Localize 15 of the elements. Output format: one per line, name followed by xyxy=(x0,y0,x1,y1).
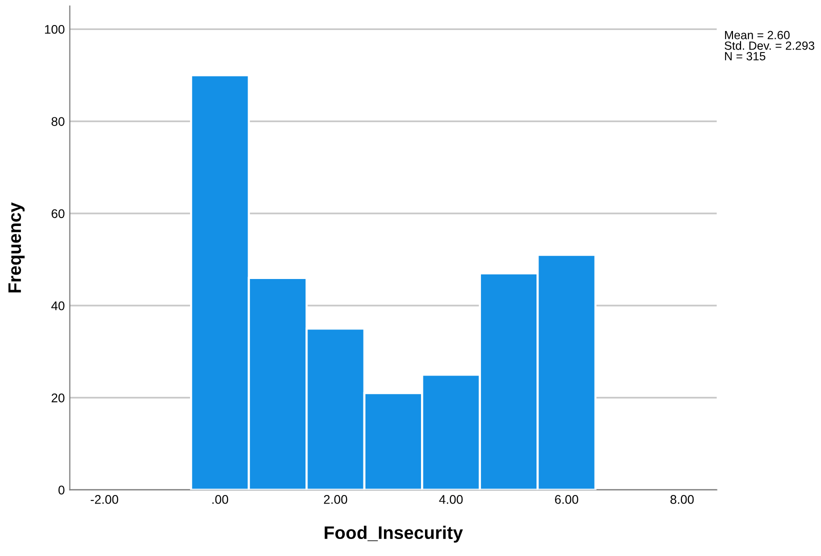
x-tick-label: 4.00 xyxy=(439,495,463,504)
x-tick-label: 8.00 xyxy=(670,495,694,504)
y-tick-label: 80 xyxy=(52,117,64,126)
x-tick-label: .00 xyxy=(212,495,228,504)
x-tick-label: -2.00 xyxy=(90,495,118,504)
y-tick-label: 0 xyxy=(58,486,64,494)
y-tick-label: 40 xyxy=(51,301,64,310)
y-axis-title: Frequency xyxy=(8,202,25,292)
y-tick-label: 60 xyxy=(52,209,64,218)
y-tick-label: 20 xyxy=(52,394,64,402)
text: Mean = 2.60 Std. Dev. = 2.293 N = 315 xyxy=(724,30,814,60)
y-tick-label: 100 xyxy=(45,24,64,34)
x-axis-title: Food_Insecurity xyxy=(324,526,463,543)
x-tick-label: 2.00 xyxy=(324,495,348,504)
x-tick-label: 6.00 xyxy=(555,495,578,504)
